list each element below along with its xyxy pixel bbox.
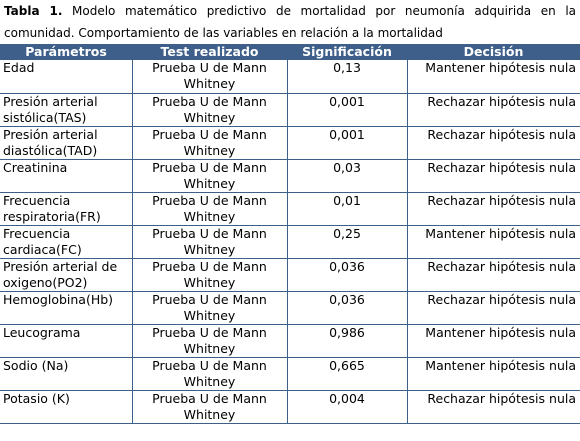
caption-text-2: comunidad. Comportamiento de las variabl… — [4, 26, 443, 40]
cell-significacion: 0,004 — [286, 390, 407, 424]
caption-label: Tabla 1. — [4, 4, 63, 18]
results-table: Parámetros Test realizado Significación … — [0, 44, 580, 424]
cell-test: Prueba U de Mann Whitney — [131, 126, 287, 160]
cell-test: Prueba U de Mann Whitney — [131, 390, 287, 424]
table-row: Edad Prueba U de Mann Whitney 0,13 Mantener… — [0, 60, 580, 94]
cell-decision: Mantener hipótesis nula — [406, 357, 580, 391]
header-parametros: Parámetros — [0, 44, 132, 60]
caption-text-1: Modelo matemático predictivo de mortalid… — [72, 4, 577, 18]
cell-significacion: 0,03 — [286, 159, 407, 193]
cell-decision: Mantener hipótesis nula — [406, 324, 580, 358]
cell-test: Prueba U de Mann Whitney — [131, 225, 287, 259]
cell-decision: Mantener hipótesis nula — [406, 60, 580, 94]
cell-test: Prueba U de Mann Whitney — [131, 357, 287, 391]
cell-parametro: Hemoglobina(Hb) — [0, 291, 132, 325]
cell-parametro: Presión arterial sistólica(TAS) — [0, 93, 132, 127]
cell-decision: Rechazar hipótesis nula — [406, 159, 580, 193]
table-row: Presión arterial de oxigeno(PO2) Prueba U… — [0, 258, 580, 292]
cell-test: Prueba U de Mann Whitney — [131, 93, 287, 127]
cell-parametro: Potasio (K) — [0, 390, 132, 424]
cell-significacion: 0,25 — [286, 225, 407, 259]
caption-line-1: Tabla 1. Modelo matemático predictivo de… — [4, 0, 576, 22]
table-row: Presión arterial sistólica(TAS) Prueba U … — [0, 93, 580, 127]
cell-parametro: Frecuencia respiratoria(FR) — [0, 192, 132, 226]
cell-test: Prueba U de Mann Whitney — [131, 291, 287, 325]
cell-significacion: 0,01 — [286, 192, 407, 226]
cell-parametro: Leucograma — [0, 324, 132, 358]
cell-decision: Rechazar hipótesis nula — [406, 291, 580, 325]
cell-parametro: Edad — [0, 60, 132, 94]
cell-test: Prueba U de Mann Whitney — [131, 192, 287, 226]
cell-significacion: 0,986 — [286, 324, 407, 358]
table-row: Hemoglobina(Hb) Prueba U de Mann Whitney 0… — [0, 291, 580, 325]
cell-test: Prueba U de Mann Whitney — [131, 159, 287, 193]
header-decision: Decisión — [407, 44, 580, 60]
header-row: Parámetros Test realizado Significación … — [0, 44, 580, 60]
cell-decision: Rechazar hipótesis nula — [406, 192, 580, 226]
cell-decision: Rechazar hipótesis nula — [406, 258, 580, 292]
table-row: Leucograma Prueba U de Mann Whitney 0,986 M… — [0, 324, 580, 358]
cell-test: Prueba U de Mann Whitney — [131, 324, 287, 358]
cell-decision: Rechazar hipótesis nula — [406, 93, 580, 127]
cell-parametro: Presión arterial de oxigeno(PO2) — [0, 258, 132, 292]
table-row: Potasio (K) Prueba U de Mann Whitney 0,004… — [0, 390, 580, 424]
header-significacion: Significación — [287, 44, 407, 60]
table-row: Sodio (Na) Prueba U de Mann Whitney 0,665 M… — [0, 357, 580, 391]
cell-decision: Rechazar hipótesis nula — [406, 390, 580, 424]
cell-significacion: 0,036 — [286, 258, 407, 292]
table-row: Presión arterial diastólica(TAD) Prueba U… — [0, 126, 580, 160]
cell-test: Prueba U de Mann Whitney — [131, 60, 287, 94]
cell-decision: Rechazar hipótesis nula — [406, 126, 580, 160]
cell-decision: Mantener hipótesis nula — [406, 225, 580, 259]
header-test: Test realizado — [132, 44, 287, 60]
cell-significacion: 0,13 — [286, 60, 407, 94]
cell-significacion: 0,001 — [286, 126, 407, 160]
table-caption: Tabla 1. Modelo matemático predictivo de… — [0, 0, 580, 44]
cell-significacion: 0,001 — [286, 93, 407, 127]
table-row: Frecuencia respiratoria(FR) Prueba U de M… — [0, 192, 580, 226]
cell-parametro: Frecuencia cardiaca(FC) — [0, 225, 132, 259]
cell-parametro: Presión arterial diastólica(TAD) — [0, 126, 132, 160]
cell-parametro: Sodio (Na) — [0, 357, 132, 391]
table-row: Creatinina Prueba U de Mann Whitney 0,03 Re… — [0, 159, 580, 193]
table-row: Frecuencia cardiaca(FC) Prueba U de Mann … — [0, 225, 580, 259]
cell-significacion: 0,665 — [286, 357, 407, 391]
cell-significacion: 0,036 — [286, 291, 407, 325]
cell-parametro: Creatinina — [0, 159, 132, 193]
cell-test: Prueba U de Mann Whitney — [131, 258, 287, 292]
